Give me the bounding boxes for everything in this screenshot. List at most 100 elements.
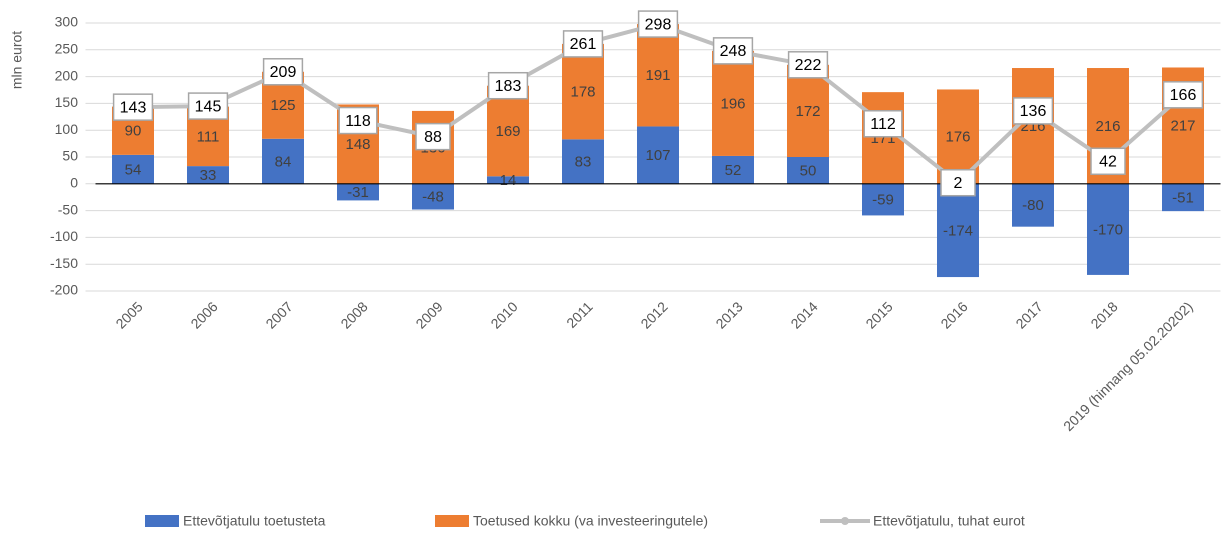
bar <box>787 64 829 157</box>
bar <box>262 138 304 184</box>
bar <box>562 139 604 184</box>
line-label: 112 <box>863 110 903 138</box>
data-label: 14 <box>500 172 517 189</box>
legend-label: Ettevõtjatulu, tuhat eurot <box>873 513 1025 529</box>
y-tick-label: 150 <box>55 94 79 110</box>
bar <box>862 92 904 184</box>
data-label: 42 <box>1099 154 1117 171</box>
data-label: -51 <box>1172 189 1194 206</box>
data-label: 33 <box>200 167 217 184</box>
x-tick-label: 2011 <box>563 298 596 331</box>
legend-marker <box>841 517 849 525</box>
data-label: 125 <box>270 97 295 114</box>
bar <box>787 157 829 184</box>
x-tick-label: 2007 <box>262 298 295 331</box>
data-label: 2 <box>954 175 963 192</box>
x-tick-label: 2009 <box>412 298 445 331</box>
data-label: 217 <box>1170 118 1195 135</box>
data-label: 143 <box>120 99 147 116</box>
y-tick-label: 250 <box>55 41 79 57</box>
x-tick-label: 2008 <box>337 298 370 331</box>
x-tick-label: 2014 <box>787 298 820 331</box>
bar <box>712 50 754 156</box>
bar <box>562 43 604 140</box>
data-label: 191 <box>645 67 670 84</box>
legend-swatch <box>145 515 179 527</box>
bar <box>412 183 454 210</box>
line-label: 166 <box>1162 81 1204 109</box>
data-label: -170 <box>1093 221 1123 238</box>
data-label: -59 <box>872 192 894 209</box>
legend-label: Toetused kokku (va investeeringutele) <box>473 513 708 529</box>
data-label: -80 <box>1022 197 1044 214</box>
y-tick-label: -200 <box>50 282 78 298</box>
data-label: 83 <box>575 154 592 171</box>
bar <box>862 183 904 216</box>
label-box <box>262 58 304 86</box>
line-label: 222 <box>787 51 829 79</box>
x-tick-label: 2005 <box>112 298 145 331</box>
data-label: 172 <box>795 103 820 120</box>
y-tick-label: 50 <box>62 148 78 164</box>
bar <box>1087 183 1129 275</box>
bar <box>1162 183 1204 212</box>
bar <box>337 183 379 201</box>
label-box <box>863 110 903 138</box>
data-label: 298 <box>645 16 672 33</box>
y-tick-label: 100 <box>55 121 79 137</box>
bar <box>712 155 754 184</box>
y-tick-label: -150 <box>50 255 78 271</box>
label-box <box>562 30 604 58</box>
label-box <box>712 37 754 65</box>
bar <box>637 24 679 127</box>
bar <box>112 154 154 184</box>
line-label: 136 <box>1012 97 1054 125</box>
data-label: 222 <box>795 57 822 74</box>
line-label: 88 <box>415 122 451 151</box>
y-tick-label: 200 <box>55 67 79 83</box>
y-tick-label: 0 <box>70 175 78 191</box>
line-label: 183 <box>487 71 529 100</box>
bar <box>937 183 979 278</box>
data-label: 136 <box>1020 103 1047 120</box>
data-label: 248 <box>720 43 747 60</box>
line-label: 118 <box>338 106 378 135</box>
bar <box>637 126 679 184</box>
line-label: 209 <box>262 58 304 86</box>
bar <box>1012 183 1054 227</box>
x-tick-label: 2017 <box>1012 298 1045 331</box>
x-tick-label: 2012 <box>637 298 670 331</box>
label-box <box>1090 147 1126 176</box>
label-box <box>1012 97 1054 125</box>
data-label: 261 <box>570 36 597 53</box>
x-tick-label: 2015 <box>862 298 895 331</box>
line-label: 145 <box>187 92 229 120</box>
data-label: 90 <box>125 123 142 140</box>
data-label: 84 <box>275 153 292 170</box>
label-box <box>112 93 154 121</box>
line-label: 261 <box>562 30 604 58</box>
x-tick-label: 2016 <box>937 298 970 331</box>
line-label: 248 <box>712 37 754 65</box>
legend-label: Ettevõtjatulu toetusteta <box>183 513 326 529</box>
x-tick-label: 2010 <box>487 298 520 331</box>
data-label: 145 <box>195 98 222 115</box>
data-label: 176 <box>945 129 970 146</box>
label-box <box>187 92 229 120</box>
bar <box>487 85 529 177</box>
data-label: 112 <box>870 116 896 133</box>
x-tick-label: 2013 <box>712 298 745 331</box>
y-tick-label: -50 <box>58 201 78 217</box>
data-label: 111 <box>197 128 220 145</box>
line-label: 2 <box>940 168 976 197</box>
data-label: 148 <box>345 136 370 153</box>
label-box <box>338 106 378 135</box>
bar <box>487 176 529 184</box>
y-tick-label: 300 <box>55 14 79 30</box>
bar <box>187 166 229 184</box>
label-box <box>415 122 451 151</box>
line-label: 42 <box>1090 147 1126 176</box>
line-label: 143 <box>112 93 154 121</box>
